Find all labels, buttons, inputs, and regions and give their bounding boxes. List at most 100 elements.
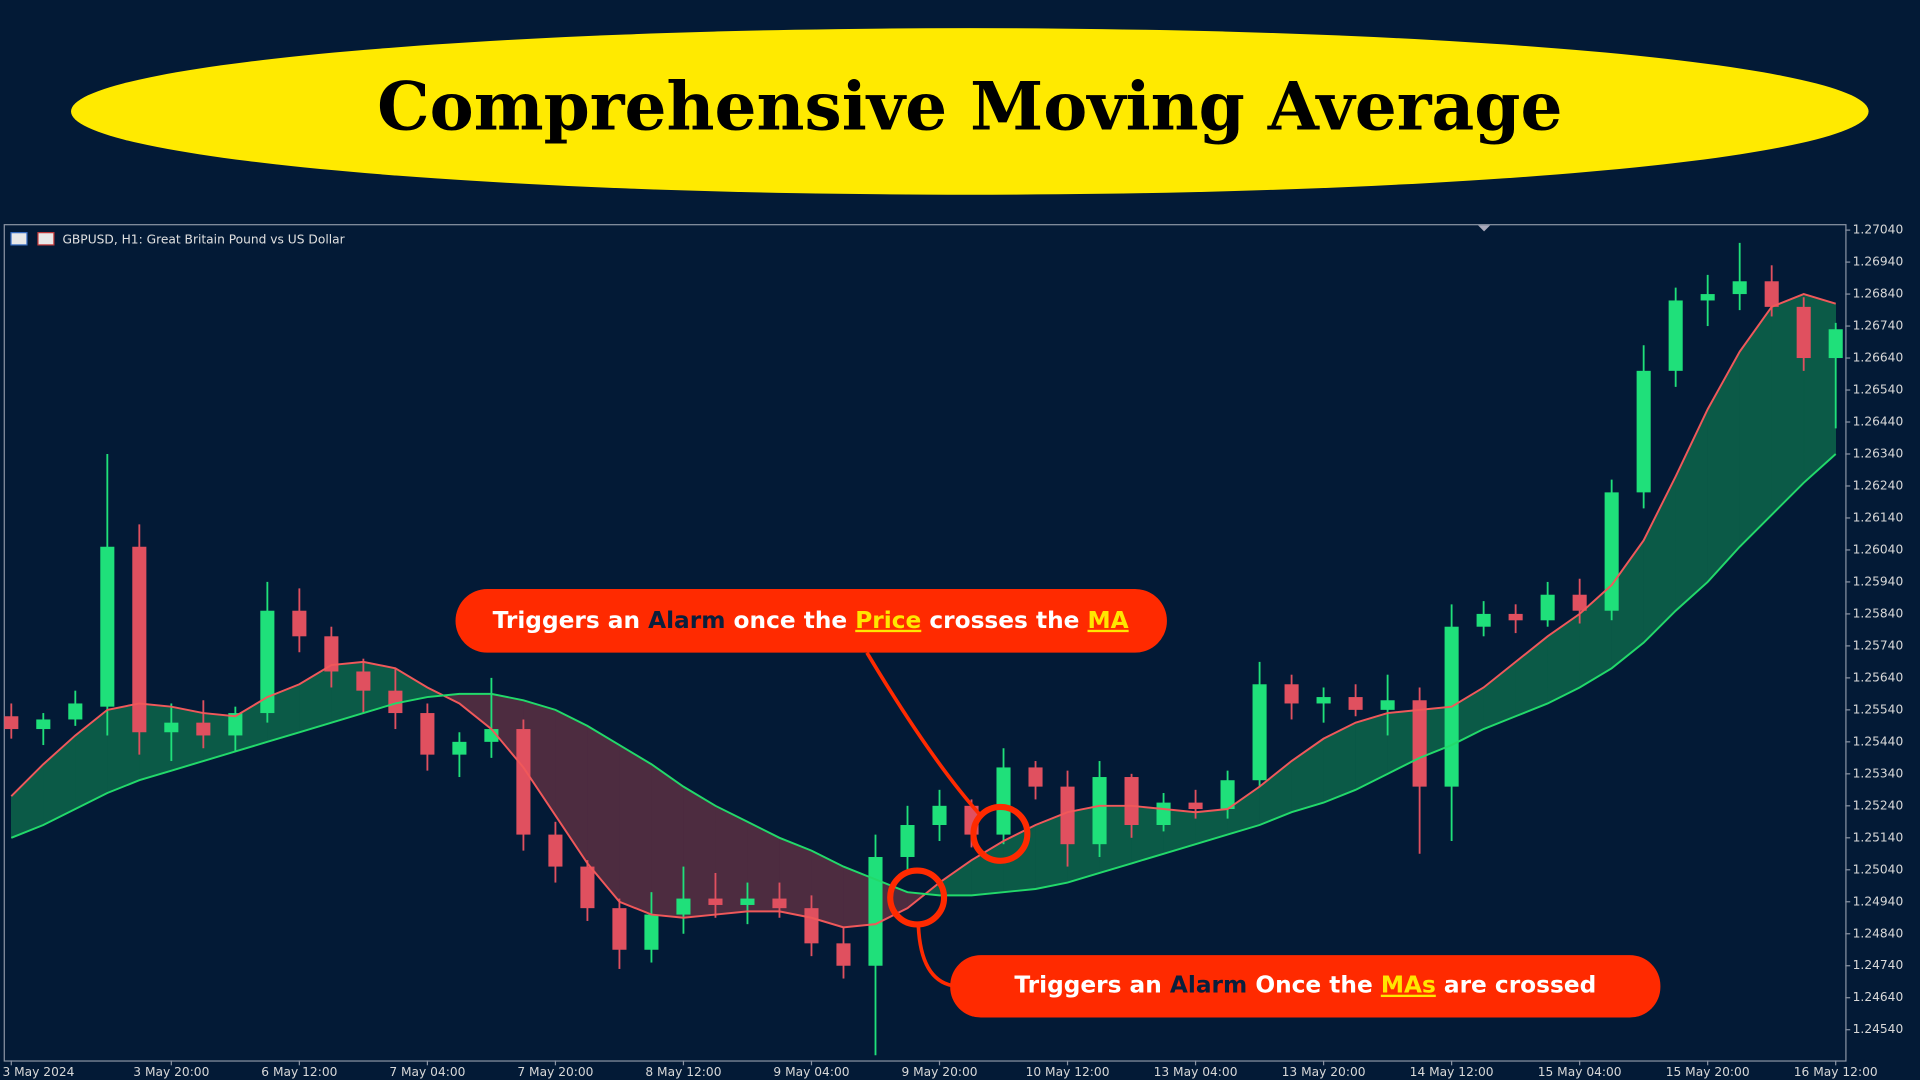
candle-body (1668, 300, 1683, 371)
candle-body (772, 898, 787, 909)
callout-text: Triggers an Alarm Once the MAs are cross… (1014, 971, 1596, 998)
callout-box (950, 955, 1661, 1018)
candle-body (836, 943, 851, 966)
x-tick-label: 6 May 12:00 (261, 1065, 337, 1079)
candle-body (932, 805, 947, 826)
candle-body (68, 703, 83, 720)
candle-body (1412, 700, 1427, 787)
candle-body (1380, 700, 1395, 710)
annotations: Triggers an Alarm once the Price crosses… (455, 588, 1661, 1018)
connector (916, 925, 954, 988)
candle-body (1828, 329, 1843, 359)
candle-body (612, 908, 627, 950)
candle-body (1732, 281, 1747, 295)
x-tick-label: 8 May 12:00 (645, 1065, 721, 1079)
y-tick-label: 1.26940 (1853, 255, 1904, 269)
y-tick-label: 1.24740 (1853, 958, 1904, 972)
ma-fill (715, 805, 748, 915)
y-tick-label: 1.25940 (1853, 574, 1904, 588)
candle-body (676, 898, 691, 915)
callout-part: MAs (1381, 971, 1436, 998)
candle-body (1796, 306, 1811, 359)
icon (37, 232, 55, 246)
x-tick-label: 7 May 20:00 (517, 1065, 593, 1079)
y-tick-label: 1.26340 (1853, 446, 1904, 460)
y-tick-label: 1.26140 (1853, 510, 1904, 524)
shift-marker (1477, 225, 1491, 232)
candle-body (1508, 613, 1523, 621)
callout-box (455, 588, 1167, 653)
candle-body (516, 729, 531, 835)
icon (10, 232, 28, 246)
callout-part: Triggers an (1014, 971, 1170, 998)
candle-body (1124, 777, 1139, 826)
candle-body (1028, 767, 1043, 787)
candle-body (804, 908, 819, 944)
candle-body (644, 914, 659, 950)
candle-body (708, 898, 723, 905)
candle-body (36, 719, 51, 730)
y-tick-label: 1.25040 (1853, 862, 1904, 876)
candle-body (580, 866, 595, 909)
y-tick-label: 1.25540 (1853, 702, 1904, 716)
chart-title: Comprehensive Moving Average (377, 68, 1562, 146)
highlight-circle (887, 867, 948, 928)
candle-body (164, 722, 179, 733)
callout-part: are crossed (1436, 971, 1596, 998)
ma-fill (683, 786, 716, 919)
ma-fill (171, 706, 204, 772)
y-tick-label: 1.26440 (1853, 415, 1904, 429)
ma-line (10, 453, 1837, 897)
candle-body (1604, 492, 1619, 611)
candle-body (740, 898, 755, 905)
x-tick-label: 13 May 04:00 (1154, 1065, 1238, 1079)
ma-line (10, 293, 1836, 929)
x-tick-label: 13 May 20:00 (1282, 1065, 1366, 1079)
y-tick-label: 1.27040 (1853, 223, 1904, 237)
y-tick-label: 1.24640 (1853, 990, 1904, 1004)
candle-body (356, 671, 371, 691)
y-tick-label: 1.24840 (1853, 926, 1904, 940)
candle-body (324, 636, 339, 672)
plot (4, 242, 1843, 1056)
callout-text: Triggers an Alarm once the Price crosses… (493, 606, 1129, 633)
candle-body (196, 722, 211, 736)
x-tick-label: 9 May 04:00 (773, 1065, 849, 1079)
x-tick-label: 3 May 20:00 (133, 1065, 209, 1079)
y-tick-label: 1.24940 (1853, 894, 1904, 908)
candle-body (1092, 777, 1107, 845)
candle-body (1476, 613, 1491, 627)
y-tick-label: 1.26240 (1853, 478, 1904, 492)
candle-body (1156, 802, 1171, 826)
candle-body (452, 741, 467, 755)
symbol-label: GBPUSD, H1: Great Britain Pound vs US Do… (62, 233, 345, 247)
callout-part: Price (855, 606, 921, 633)
candle-body (1636, 370, 1651, 493)
callout-part: crosses the (921, 606, 1087, 633)
candle-body (100, 546, 115, 707)
candle-body (1700, 294, 1715, 301)
y-tick-label: 1.25140 (1853, 830, 1904, 844)
y-tick-label: 1.25440 (1853, 734, 1904, 748)
candle-body (1060, 786, 1075, 845)
x-tick-label: 7 May 04:00 (389, 1065, 465, 1079)
ma-fill (619, 744, 652, 916)
callout-part: Triggers an (493, 606, 649, 633)
y-tick-label: 1.26840 (1853, 287, 1904, 301)
highlight-circle (970, 803, 1031, 864)
candle-body (1348, 697, 1363, 710)
candle-body (1572, 594, 1587, 611)
axes: 1.24540 1.24640 1.24740 1.24840 1.24940 1.250… (2, 223, 1903, 1080)
candle-body (1220, 780, 1235, 810)
y-tick-label: 1.25640 (1853, 670, 1904, 684)
ma-fill (651, 763, 684, 919)
callout-part: Alarm (1170, 971, 1247, 998)
callout-part: Once the (1247, 971, 1381, 998)
candle-body (548, 834, 563, 867)
x-tick-label: 15 May 20:00 (1666, 1065, 1750, 1079)
candle-body (4, 716, 19, 730)
y-tick-label: 1.26640 (1853, 351, 1904, 365)
candle-body (1252, 684, 1267, 781)
candle-body (228, 713, 243, 736)
